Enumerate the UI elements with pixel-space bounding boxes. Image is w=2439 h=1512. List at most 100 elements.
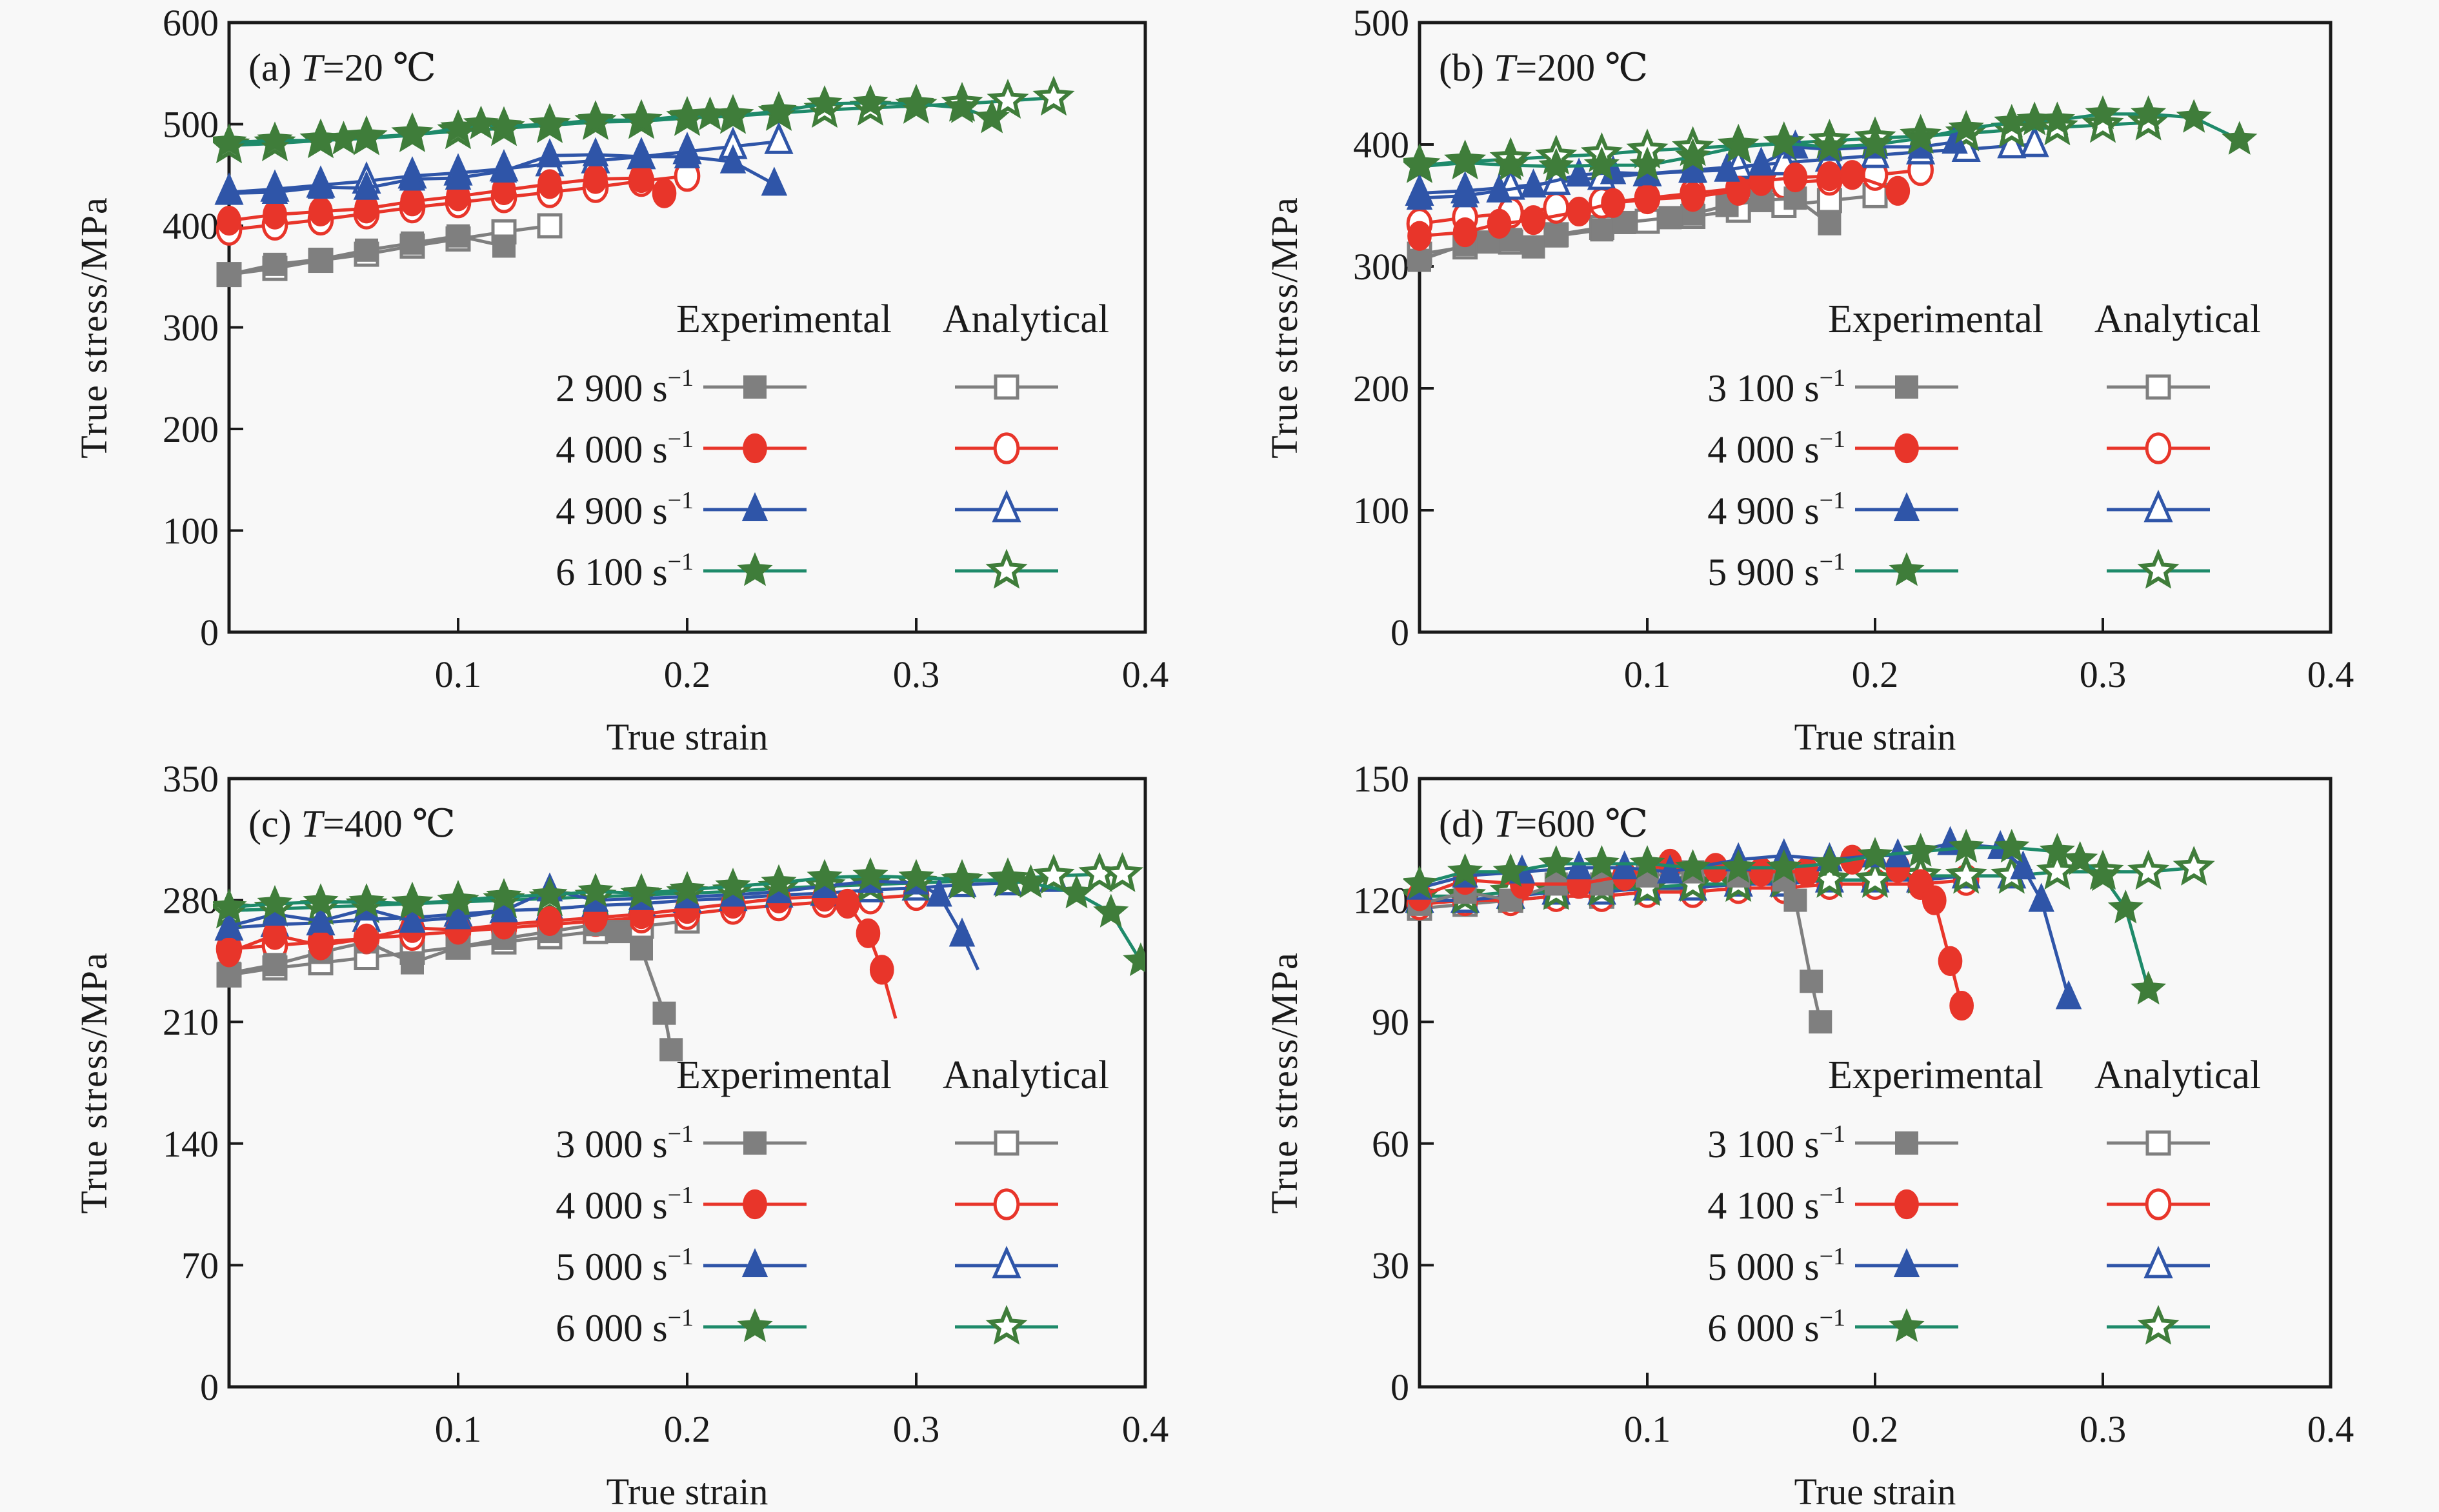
y-tick-label: 400 [163,205,219,247]
legend-marker-experimental [1889,1308,1925,1342]
x-tick-label: 0.2 [664,653,711,695]
data-point [401,231,424,255]
data-point [1811,128,1847,163]
legend-header-experimental: Experimental [676,297,892,341]
data-point [307,903,334,933]
legend-marker-experimental [743,1131,767,1155]
legend-label: 4 900 s−1 [1707,487,1845,532]
legend-marker-experimental [1889,552,1925,586]
legend-header-analytical: Analytical [2094,297,2261,341]
data-point [1675,137,1711,172]
legend: Experimental Analytical 2 900 s−1 4 000 s−1… [556,297,1109,593]
legend-marker-experimental [743,1189,767,1220]
legend-header-analytical: Analytical [943,1053,1109,1097]
y-tick-label: 0 [200,612,219,653]
data-point [1903,833,1939,867]
data-point [1994,828,2030,863]
legend-marker-experimental [1894,1189,1919,1220]
y-tick-label: 70 [181,1244,219,1286]
y-tick-label: 300 [163,307,219,349]
data-point [2055,980,2082,1010]
data-point [1922,885,1947,915]
series-experimental-green [1403,828,2167,1005]
legend-label: 4 900 s−1 [556,487,694,532]
legend-marker-analytical [992,1246,1021,1278]
data-point [308,196,333,227]
data-point [659,1038,683,1062]
data-point [217,937,241,968]
x-tick-label: 0.1 [435,653,482,695]
data-point [394,116,430,151]
data-point [1885,175,1911,206]
data-point [213,123,247,158]
data-point [216,175,243,205]
legend-label: 4 000 s−1 [556,426,694,471]
data-point [2039,833,2075,867]
chart-panel-a: 0 100 200 300 400 500 600 0.1 0.2 0.3 0.4 True stra… [73,2,1169,758]
panel-title: (c) T=400 ℃ [248,802,456,845]
data-point [532,105,568,139]
x-tick-label: 0.3 [893,653,940,695]
data-point [1720,128,1756,163]
data-point [353,170,380,200]
data-point [692,96,728,130]
legend: Experimental Analytical 3 000 s−1 4 000 s−1… [556,1053,1109,1349]
data-point [463,105,499,139]
data-point [852,84,888,118]
data-point [761,92,797,126]
data-point [2222,121,2258,155]
x-axis-title: True strain [1794,1471,1956,1512]
y-tick-label: 0 [1390,1366,1409,1408]
data-point [835,888,860,919]
data-point [1538,845,1574,879]
series-experimental-green [213,84,1010,158]
data-point [217,206,241,236]
data-point [949,917,976,947]
y-tick-label: 140 [163,1123,219,1165]
data-point [607,920,630,944]
legend-marker-experimental [1895,1131,1918,1155]
data-point [1945,853,1987,894]
data-point [1840,160,1865,190]
series-experimental-red [1407,160,1911,251]
data-point [490,153,517,183]
y-axis-title: True stress/MPa [1263,196,1305,459]
data-point [674,139,701,168]
data-point [1658,206,1682,230]
data-point [2131,971,2167,1005]
data-point [926,877,952,907]
x-tick-label: 0.2 [664,1408,711,1450]
data-point [2107,890,2143,924]
panel-title: (a) T=20 ℃ [248,46,436,89]
data-point [898,859,934,893]
data-point [1948,110,1984,144]
data-point [1903,119,1939,154]
legend-label: 4 100 s−1 [1707,1182,1845,1227]
data-point [944,860,980,895]
data-point [1403,865,1438,899]
x-tick-label: 0.2 [1852,1408,1899,1450]
legend-marker-experimental [743,375,767,399]
data-point [1680,154,1706,183]
data-point [577,101,614,135]
legend-marker-analytical [985,548,1028,589]
data-point [445,900,472,930]
data-point [1101,852,1144,892]
data-point [536,138,563,168]
y-tick-label: 350 [163,758,219,800]
data-point [217,263,241,286]
data-point [1783,186,1807,210]
legend-label: 6 000 s−1 [556,1304,694,1349]
legend-marker-analytical [994,374,1019,400]
data-point [852,857,888,891]
legend-header-analytical: Analytical [2094,1053,2261,1097]
y-tick-label: 90 [1372,1001,1409,1043]
data-point [1948,828,1984,863]
data-point [401,951,424,975]
data-point [1452,178,1478,208]
data-point [630,937,653,961]
data-point [1680,182,1705,212]
series-experimental-green [213,857,1145,977]
data-point [898,85,934,119]
data-point [1949,990,1974,1021]
